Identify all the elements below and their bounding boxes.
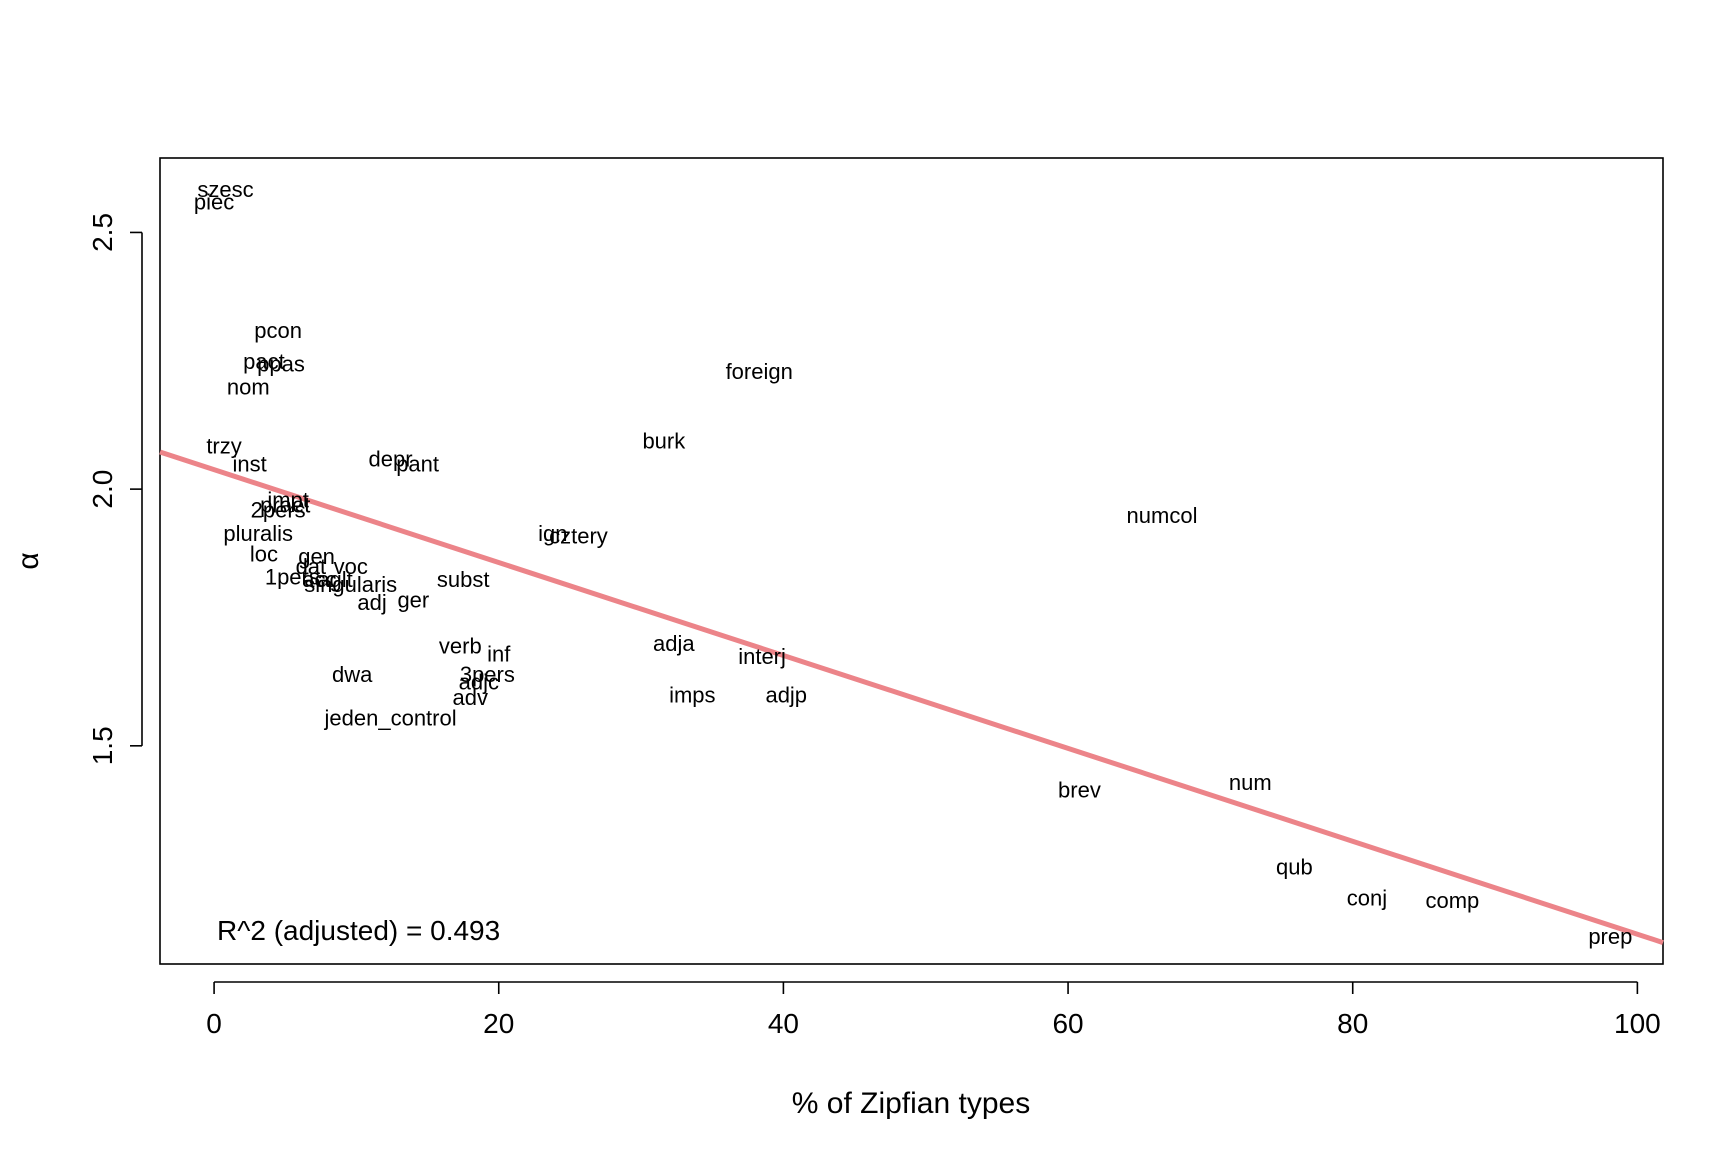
point-label: 3pers — [460, 662, 515, 687]
point-label: numcol — [1127, 503, 1198, 528]
x-tick-label: 0 — [206, 1008, 222, 1039]
y-tick-label: 2.0 — [87, 470, 118, 509]
point-label: impt — [267, 487, 309, 512]
x-tick-label: 60 — [1052, 1008, 1083, 1039]
point-label: interj — [738, 644, 786, 669]
point-label: piec — [194, 190, 234, 215]
point-label: depr — [369, 446, 413, 471]
point-label: aglt — [317, 567, 352, 592]
point-label: szesc — [197, 177, 253, 202]
point-label: 1pers — [265, 564, 320, 589]
point-label: brev — [1058, 777, 1101, 802]
point-label: conj — [1347, 885, 1387, 910]
point-label: acc — [302, 567, 336, 592]
point-label: loc — [250, 541, 278, 566]
point-label: inf — [487, 641, 511, 666]
point-label: ign — [538, 521, 567, 546]
point-label: pcon — [254, 318, 302, 343]
point-label: subst — [437, 567, 490, 592]
r-squared-annotation: R^2 (adjusted) = 0.493 — [217, 915, 500, 946]
point-label: gen — [298, 544, 335, 569]
x-tick-label: 80 — [1337, 1008, 1368, 1039]
x-axis-label: % of Zipfian types — [792, 1087, 1030, 1120]
point-label: ppas — [257, 351, 305, 376]
point-label: inst — [233, 451, 267, 476]
point-label: 2pers — [251, 498, 306, 523]
point-label: adv — [453, 685, 488, 710]
point-label: ger — [397, 588, 429, 613]
point-label: imps — [669, 682, 715, 707]
point-label: jeden_control — [324, 706, 457, 731]
y-tick-label: 1.5 — [87, 726, 118, 765]
point-label: adj — [357, 590, 386, 615]
point-label: adjp — [765, 682, 807, 707]
point-label: qub — [1276, 854, 1313, 879]
point-label: singularis — [304, 572, 397, 597]
x-tick-label: 20 — [483, 1008, 514, 1039]
y-axis-label: α — [12, 552, 45, 569]
x-tick-label: 100 — [1614, 1008, 1661, 1039]
point-label: burk — [642, 428, 686, 453]
point-label: nom — [227, 374, 270, 399]
y-tick-label: 2.5 — [87, 213, 118, 252]
point-label: voc — [334, 554, 368, 579]
point-label: pant — [396, 451, 439, 476]
point-label: dwa — [332, 662, 373, 687]
point-label: comp — [1425, 888, 1479, 913]
point-label: pact — [243, 349, 285, 374]
point-label: pluralis — [223, 521, 293, 546]
y-axis: 1.5 2.0 2.5 — [87, 213, 143, 765]
point-label: cztery — [549, 523, 608, 548]
point-label: adjc — [459, 670, 499, 695]
x-axis: 0 20 40 60 80 100 — [206, 981, 1661, 1039]
point-label: prep — [1588, 924, 1632, 949]
x-tick-label: 40 — [768, 1008, 799, 1039]
regression-line — [159, 449, 1664, 945]
point-label: dat — [296, 554, 327, 579]
point-label: adja — [653, 631, 695, 656]
point-label: num — [1229, 770, 1272, 795]
point-label: foreign — [726, 359, 793, 384]
plot-frame — [159, 157, 1664, 965]
point-label: praet — [260, 493, 310, 518]
point-label: trzy — [206, 433, 241, 458]
point-label: verb — [439, 634, 482, 659]
